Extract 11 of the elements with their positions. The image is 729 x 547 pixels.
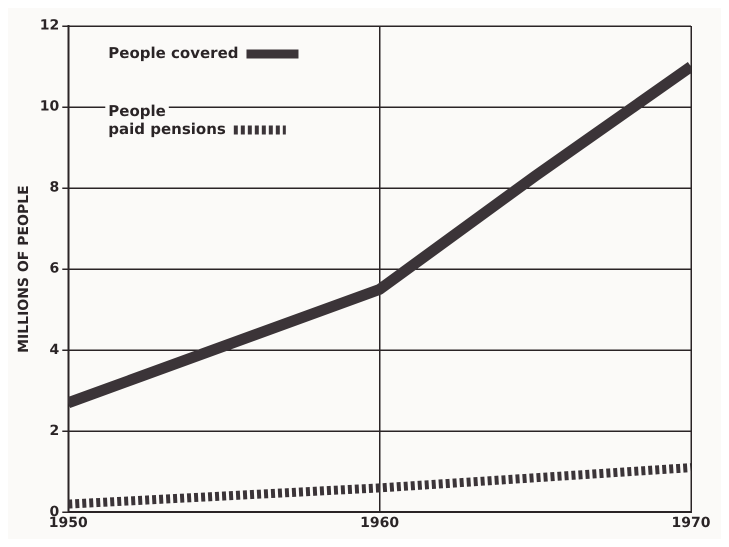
legend-label: People covered xyxy=(108,44,238,62)
y-tick-label: 8 xyxy=(50,180,60,196)
y-tick-label: 12 xyxy=(40,18,60,34)
y-axis-title: MILLIONS OF PEOPLE xyxy=(16,185,32,353)
x-tick-label: 1970 xyxy=(672,515,711,532)
y-tick-label: 6 xyxy=(50,260,60,277)
legend-label: People paid pensions xyxy=(108,102,226,138)
x-tick-label: 1960 xyxy=(360,515,400,532)
y-tick-label: 4 xyxy=(50,342,60,358)
y-tick-label: 2 xyxy=(50,422,60,439)
y-tick-label: 10 xyxy=(40,98,60,115)
